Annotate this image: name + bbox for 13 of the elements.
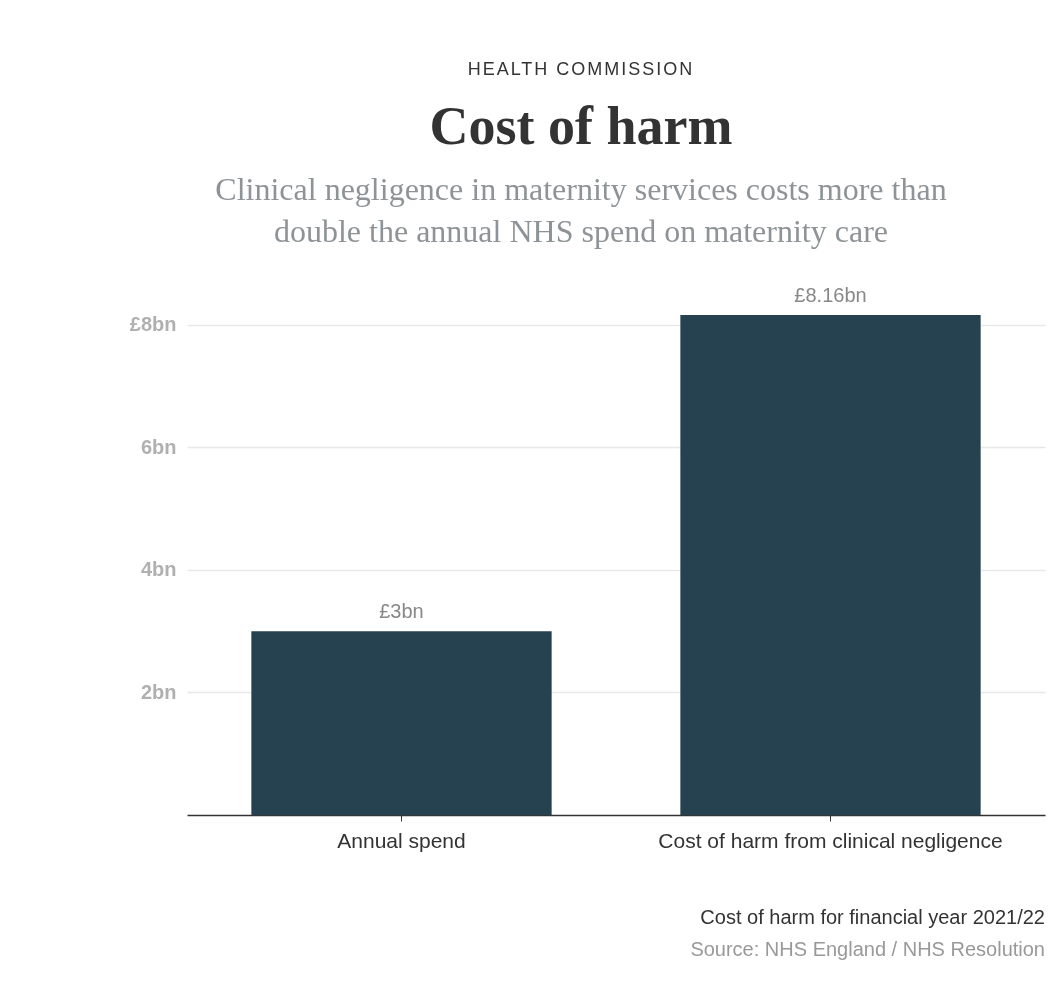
y-tick-label: 4bn [140, 558, 177, 581]
y-tick-label: 6bn [140, 435, 177, 458]
chart-subtitle: Clinical negligence in maternity services costs more than double the annual NHS spend on maternity care [214, 170, 948, 251]
data-label: £8.16bn [794, 284, 867, 306]
chart-title: Cost of harm [428, 95, 734, 157]
data-label: £3bn [379, 600, 424, 623]
x-tick-label: Annual spend [337, 828, 466, 852]
x-tick-label: Cost of harm from clinical negligence [658, 828, 1003, 852]
y-tick-label: 2bn [140, 680, 177, 703]
text: Cost of harm for financial year 2021/22 [700, 906, 1045, 929]
y-tick-label: £8bn [129, 313, 177, 336]
text: HEALTH COMMISSION [466, 59, 696, 80]
source-note: Source: NHS England / NHS Resolution [690, 938, 1045, 961]
